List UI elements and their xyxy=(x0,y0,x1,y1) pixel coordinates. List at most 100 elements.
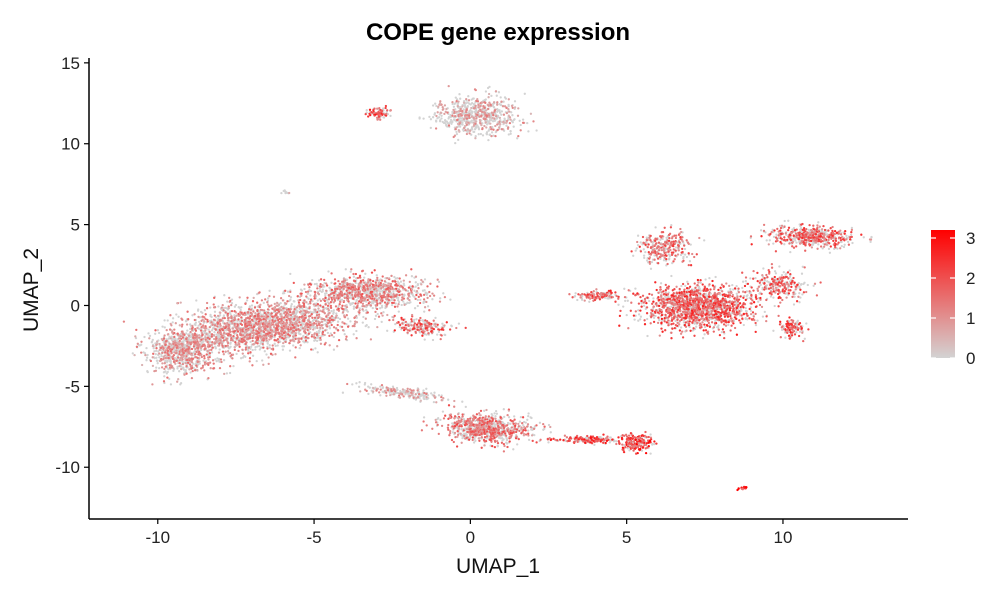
cell-point xyxy=(170,335,173,338)
cell-point xyxy=(306,328,309,332)
cell-point xyxy=(233,310,236,313)
cell-point xyxy=(261,359,264,362)
cell-point xyxy=(168,377,171,381)
cell-point xyxy=(185,332,188,335)
cell-point xyxy=(281,348,285,351)
cell-point xyxy=(714,319,717,323)
cell-point xyxy=(367,385,370,388)
cell-point xyxy=(609,436,612,439)
cell-point xyxy=(394,277,398,280)
cell-point xyxy=(792,303,796,306)
cell-point xyxy=(213,296,216,300)
cell-point xyxy=(320,320,324,324)
cell-point xyxy=(241,352,244,355)
cell-point xyxy=(470,127,474,130)
cell-point xyxy=(197,324,200,327)
cell-point xyxy=(167,368,170,371)
cell-point xyxy=(429,126,432,130)
cell-point xyxy=(773,270,777,273)
cell-point xyxy=(772,235,776,239)
cell-point xyxy=(324,329,327,332)
cell-point xyxy=(151,338,154,342)
cell-point xyxy=(675,241,679,244)
cell-point xyxy=(174,337,177,340)
cell-point xyxy=(474,135,477,138)
cell-point xyxy=(485,123,489,126)
cell-point xyxy=(443,121,447,125)
cell-point xyxy=(232,330,236,333)
cell-point xyxy=(166,370,169,374)
cell-point xyxy=(396,391,399,395)
cell-point xyxy=(201,315,204,318)
cell-point xyxy=(225,372,229,375)
cell-point xyxy=(169,362,173,365)
cell-point xyxy=(198,362,201,365)
cell-point xyxy=(461,119,464,122)
cell-point xyxy=(671,261,674,265)
cell-point xyxy=(171,321,174,324)
cell-point xyxy=(177,315,180,318)
cell-point xyxy=(163,326,166,329)
cell-point xyxy=(156,329,160,332)
cell-point xyxy=(494,409,498,413)
cell-point xyxy=(316,284,319,288)
cell-point xyxy=(386,329,389,332)
cell-point xyxy=(483,409,486,412)
cell-point xyxy=(175,313,178,316)
cell-point xyxy=(223,322,226,325)
cell-point xyxy=(346,325,350,328)
cell-point xyxy=(298,321,301,324)
cell-point xyxy=(355,382,358,385)
cell-point xyxy=(695,325,698,328)
cell-point xyxy=(250,345,253,348)
cell-point xyxy=(290,303,293,306)
cell-point xyxy=(144,353,147,357)
cell-point xyxy=(682,321,686,324)
cell-point xyxy=(703,333,706,336)
cell-point xyxy=(234,341,237,344)
cell-point xyxy=(251,364,254,367)
cell-point xyxy=(499,96,502,99)
cell-point xyxy=(187,318,190,321)
cell-point xyxy=(397,282,400,285)
cell-point xyxy=(189,323,192,326)
cell-point xyxy=(307,302,310,306)
cell-point xyxy=(190,338,193,341)
cell-point xyxy=(238,320,242,323)
cell-point xyxy=(268,289,271,292)
cell-point xyxy=(798,330,802,333)
cell-point xyxy=(173,356,177,360)
cell-point xyxy=(191,314,194,317)
cell-point xyxy=(216,357,219,360)
cell-point xyxy=(785,272,788,275)
cell-point xyxy=(643,256,646,260)
cell-point xyxy=(259,342,262,345)
cell-point xyxy=(526,418,529,421)
cell-point xyxy=(393,275,396,279)
cell-point xyxy=(282,345,286,348)
cell-point xyxy=(329,304,333,308)
cell-point xyxy=(462,99,466,103)
cell-point xyxy=(431,298,434,301)
cell-point xyxy=(416,283,419,287)
cell-point xyxy=(143,352,147,355)
cell-point xyxy=(284,289,287,292)
cell-point xyxy=(254,345,257,349)
cell-point xyxy=(313,316,317,319)
cell-point xyxy=(226,345,229,348)
cell-point xyxy=(652,316,656,320)
cell-point xyxy=(697,316,700,319)
cell-point xyxy=(226,300,229,303)
cell-point xyxy=(295,329,298,332)
cell-point xyxy=(384,277,387,280)
cell-point xyxy=(228,296,231,300)
cell-point xyxy=(418,117,421,120)
cell-point xyxy=(526,121,529,125)
cell-point xyxy=(623,444,626,447)
cell-point xyxy=(538,421,542,424)
cell-point xyxy=(163,319,166,322)
cell-point xyxy=(230,298,234,301)
cell-point xyxy=(516,443,519,446)
cell-point xyxy=(294,332,297,335)
